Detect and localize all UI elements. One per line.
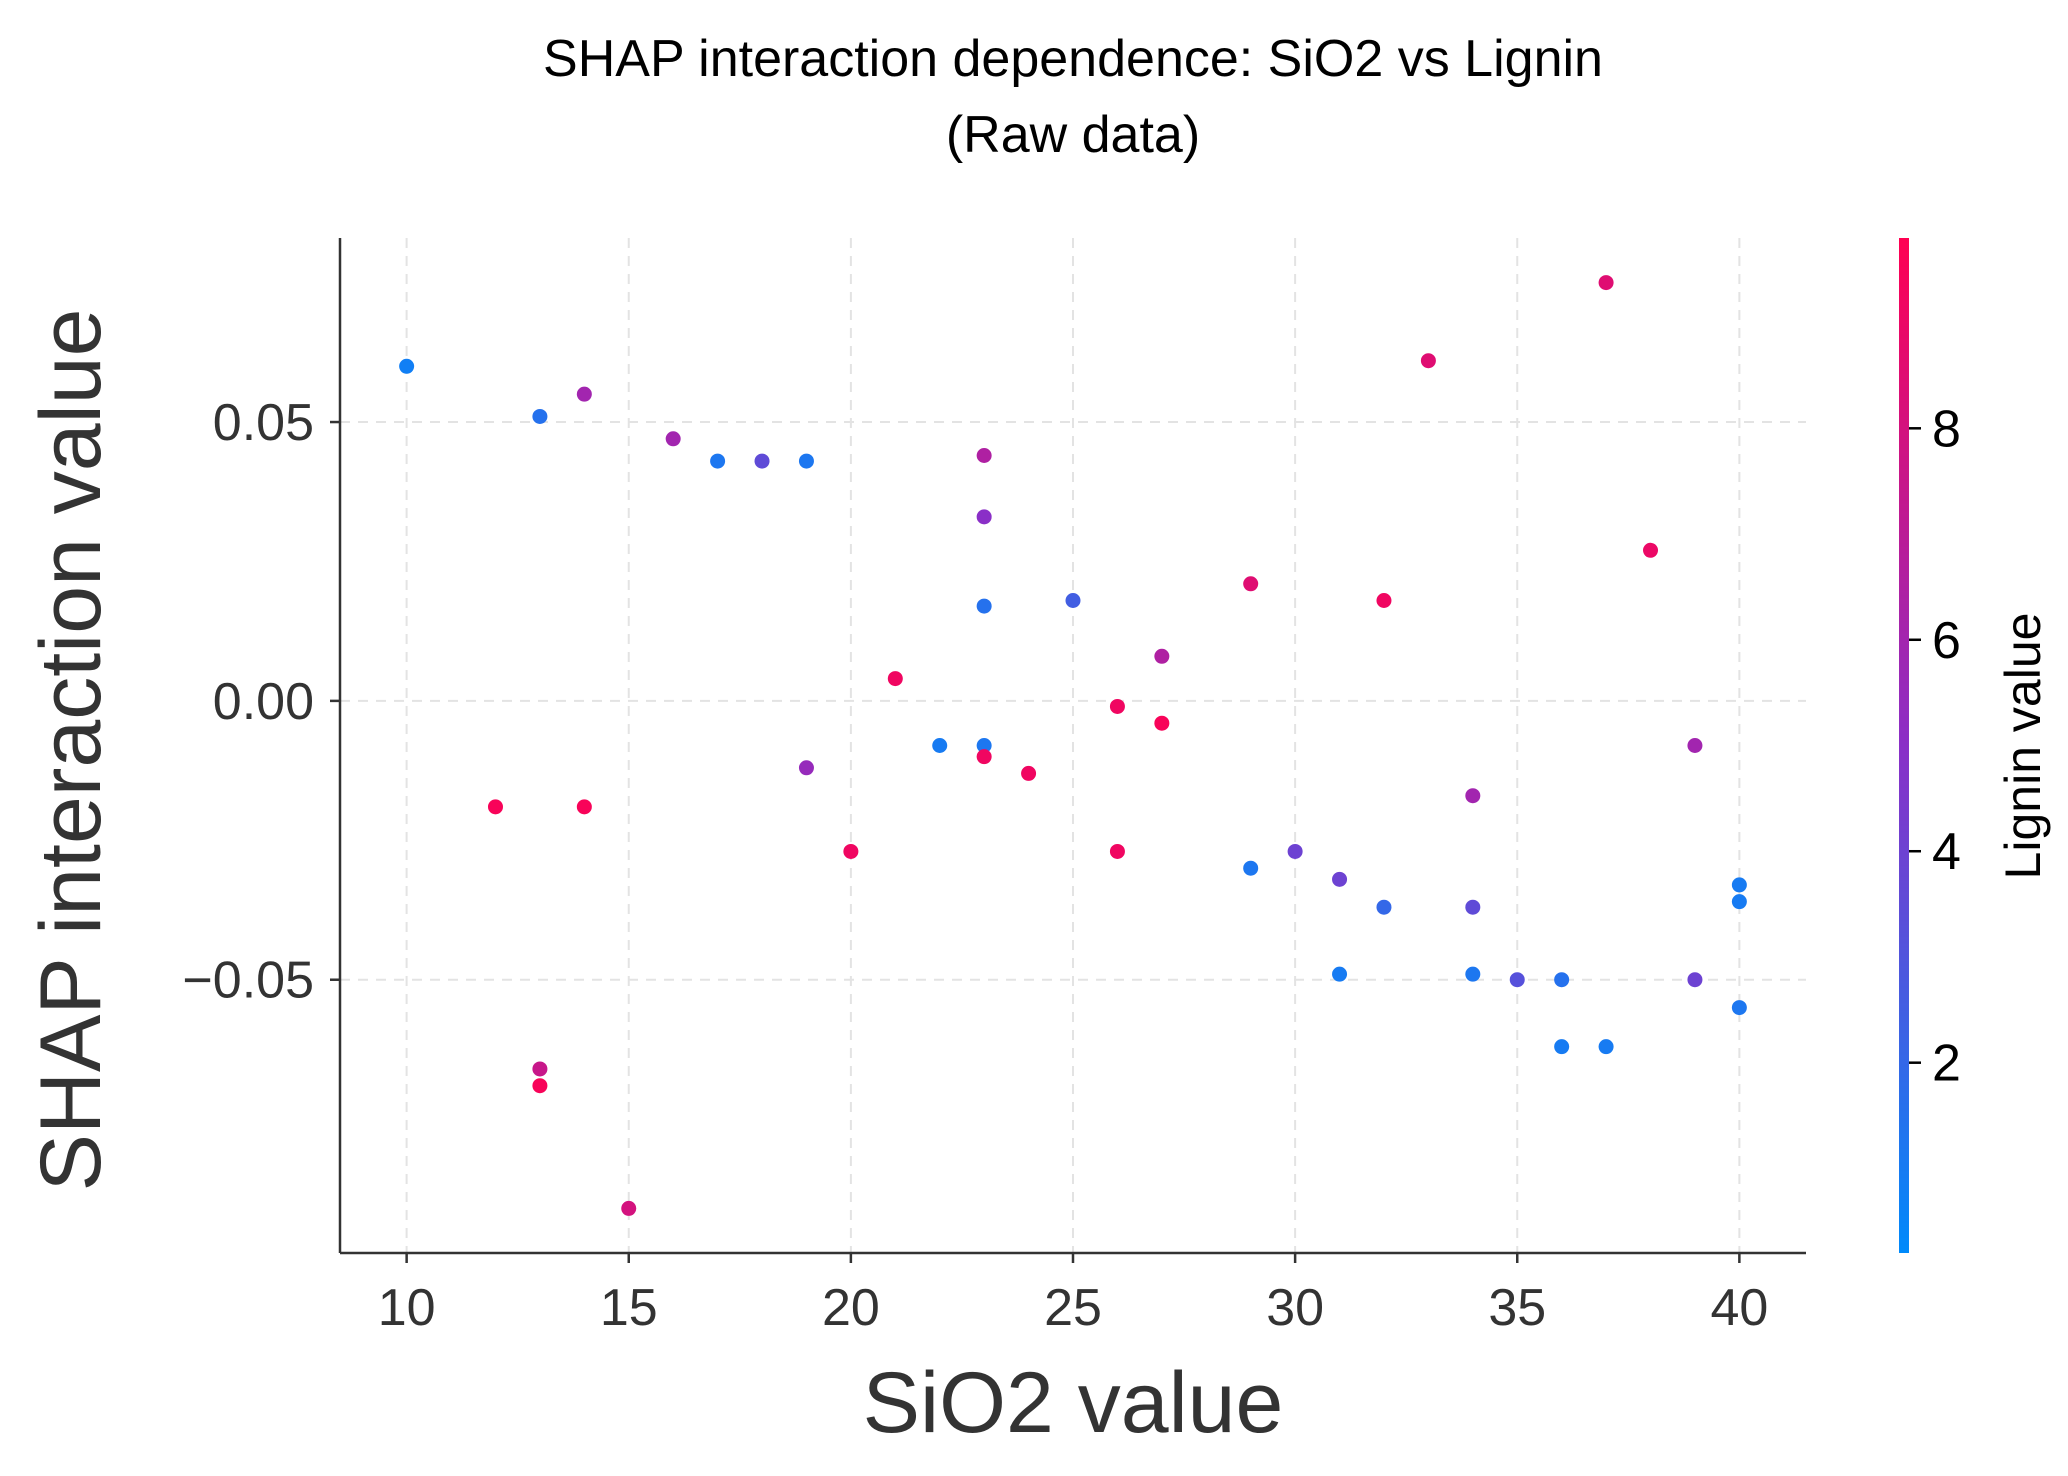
scatter-point (976, 448, 992, 463)
scatter-point (576, 386, 592, 402)
scatter-point (1109, 698, 1125, 714)
x-tick-label: 15 (600, 1279, 658, 1337)
scatter-point (1598, 275, 1614, 291)
scatter-point (1332, 871, 1348, 887)
scatter-point (1420, 353, 1436, 369)
scatter-point (1731, 877, 1747, 893)
scatter-point (576, 799, 592, 815)
y-tick-label: 0.05 (213, 394, 314, 452)
scatter-point (1154, 648, 1170, 664)
x-axis-label: SiO2 value (863, 1355, 1284, 1451)
x-tick-label: 40 (1710, 1279, 1768, 1337)
scatter-point (1243, 860, 1259, 876)
scatter-point (754, 453, 770, 469)
scatter-point (532, 1061, 548, 1077)
scatter-point (1554, 972, 1570, 988)
scatter-point (1731, 1000, 1747, 1016)
y-ticks: 0.05 0.00 −0.05 (182, 394, 340, 1010)
scatter-point (1509, 972, 1525, 988)
scatter-point (798, 453, 814, 469)
scatter-point (1554, 1039, 1570, 1055)
scatter-point (1154, 715, 1170, 731)
scatter-point (487, 799, 503, 815)
colorbar (1899, 238, 1909, 1253)
scatter-point (1109, 843, 1125, 859)
scatter-point (1731, 894, 1747, 910)
scatter-point (1687, 738, 1703, 753)
scatter-point (1332, 966, 1348, 982)
scatter-point (621, 1200, 637, 1216)
grid-lines (340, 238, 1806, 1253)
scatter-point (976, 749, 992, 765)
scatter-point (1021, 765, 1037, 781)
chart-subtitle: (Raw data) (946, 106, 1200, 164)
scatter-points (399, 275, 1747, 1216)
chart-title: SHAP interaction dependence: SiO2 vs Lig… (543, 30, 1603, 88)
colorbar-label: Lignin value (1995, 613, 2051, 880)
x-ticks: 10 15 20 25 30 35 40 (378, 1253, 1768, 1337)
colorbar-tick-label: 8 (1932, 400, 1961, 458)
scatter-point (1465, 899, 1481, 915)
scatter-point (1243, 576, 1259, 592)
scatter-point (1643, 542, 1659, 558)
scatter-point (976, 738, 992, 753)
colorbar-tick-label: 2 (1932, 1035, 1961, 1093)
scatter-point (1687, 972, 1703, 988)
scatter-point (976, 509, 992, 525)
scatter-point (1065, 593, 1081, 608)
scatter-point (1465, 788, 1481, 804)
scatter-point (932, 738, 948, 753)
scatter-point (532, 408, 548, 424)
x-tick-label: 20 (822, 1279, 880, 1337)
x-tick-label: 10 (378, 1279, 436, 1337)
scatter-point (532, 1078, 548, 1094)
scatter-point (798, 760, 814, 776)
x-tick-label: 25 (1044, 1279, 1102, 1337)
colorbar-tick-label: 4 (1932, 823, 1961, 881)
scatter-point (1376, 593, 1392, 608)
scatter-point (976, 598, 992, 614)
scatter-point (399, 358, 415, 374)
x-tick-label: 30 (1266, 1279, 1324, 1337)
y-tick-label: 0.00 (213, 673, 314, 731)
scatter-point (887, 671, 903, 687)
x-tick-label: 35 (1488, 1279, 1546, 1337)
colorbar-tick-label: 6 (1932, 612, 1961, 670)
scatter-point (665, 431, 681, 447)
y-tick-label: −0.05 (182, 952, 314, 1010)
y-axis-label: SHAP interaction value (23, 309, 119, 1192)
scatter-point (1465, 966, 1481, 982)
scatter-point (1376, 899, 1392, 915)
scatter-point (843, 843, 859, 859)
scatter-point (1287, 843, 1303, 859)
scatter-point (1598, 1039, 1614, 1055)
colorbar-ticks: 2 4 6 8 (1909, 400, 1961, 1093)
scatter-point (710, 453, 726, 469)
